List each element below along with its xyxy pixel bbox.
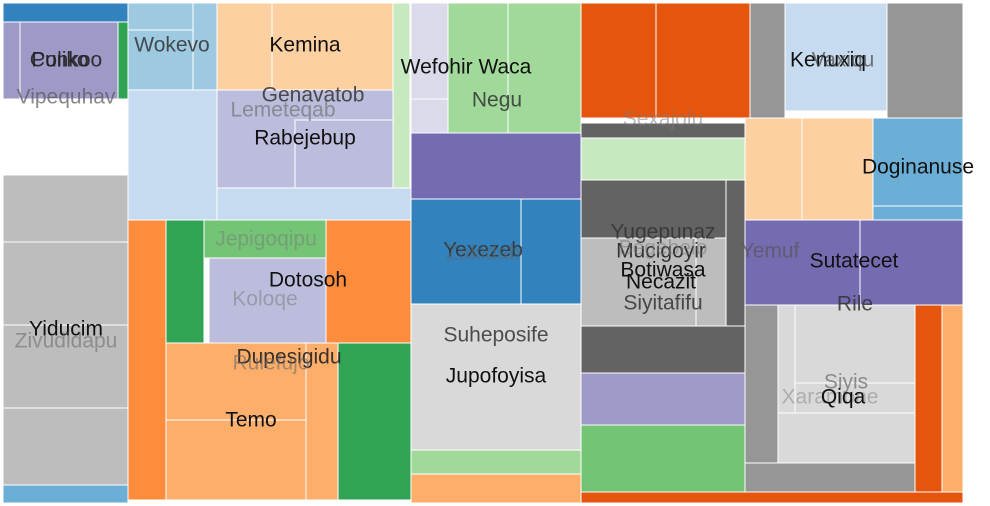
treemap-cell	[580, 179, 727, 239]
treemap-cell	[695, 237, 727, 327]
treemap-cell	[914, 304, 943, 493]
label-kenuxiq: Kenuxiq	[790, 49, 866, 72]
label-genavatob: Genavatob	[262, 84, 365, 107]
treemap-cell	[2, 174, 129, 243]
label-jepigoqipu: Jepigoqipu	[215, 228, 317, 251]
treemap-cell	[520, 198, 582, 305]
label-siyis: Siyis	[824, 371, 868, 394]
label-negu: Negu	[472, 89, 522, 112]
label-vaxiqu: Vaxiqu	[812, 49, 875, 72]
label-yiducim: Yiducim	[29, 318, 103, 341]
treemap-cell	[2, 484, 129, 504]
label-sexajolu: Sexajolu	[623, 108, 704, 131]
label-wokevo: Wokevo	[134, 34, 209, 57]
treemap-cell	[165, 419, 307, 501]
label-dupesigidu: Dupesigidu	[236, 346, 341, 369]
label-dotosoh: Dotosoh	[269, 269, 347, 292]
treemap-cell	[580, 2, 657, 119]
treemap-cell	[410, 303, 582, 451]
label-wefohir-waca: Wefohir Waca	[401, 56, 532, 79]
treemap-cell	[117, 21, 129, 100]
label-jupofoyisa: Jupofoyisa	[446, 365, 547, 388]
treemap-cell	[19, 21, 119, 100]
label-doginanuse: Doginanuse	[862, 156, 974, 179]
label-temo: Temo	[225, 409, 276, 432]
treemap-cell	[410, 198, 522, 305]
treemap-cell	[392, 2, 411, 189]
label-vipequhav: Vipequhav	[17, 86, 116, 109]
treemap-cell	[447, 2, 509, 134]
treemap-cell	[165, 342, 307, 421]
label-zivudidapu: Zivudidapu	[15, 330, 118, 353]
label-xaramone: Xaramone	[782, 386, 879, 409]
treemap-cell	[305, 342, 339, 501]
treemap-cell	[801, 117, 874, 221]
treemap-cell	[337, 342, 412, 501]
label-rulefujo: Rulefujo	[232, 352, 309, 375]
label-cunkoo: Cunkoo	[30, 49, 102, 72]
treemap-cell	[2, 407, 129, 486]
label-sutatecet: Sutatecet	[810, 250, 899, 273]
treemap-cell	[2, 241, 129, 326]
label-necazit: Necazit	[626, 271, 696, 294]
treemap-cell	[410, 2, 449, 100]
label-mucigoyir: Mucigoyir	[616, 240, 706, 263]
treemap-cell	[580, 372, 746, 426]
treemap-cell	[127, 89, 218, 221]
treemap-cell	[859, 219, 964, 306]
treemap-cell	[410, 132, 582, 200]
treemap-cell	[294, 119, 395, 189]
treemap-cell	[655, 2, 751, 119]
treemap-cell	[580, 237, 697, 327]
treemap-cell	[744, 117, 803, 221]
treemap-cell	[784, 2, 888, 112]
treemap-cell	[744, 219, 861, 306]
treemap-cells	[2, 2, 964, 504]
label-poliko: Poliko	[31, 49, 88, 72]
treemap-cell	[410, 98, 449, 134]
treemap-cell	[208, 257, 327, 344]
treemap-cell	[886, 2, 964, 119]
treemap-cell	[2, 2, 129, 23]
label-suheposife: Suheposife	[443, 324, 548, 347]
label-zakidab: Zakidab	[446, 242, 521, 265]
treemap-cell	[749, 2, 786, 119]
label-siyitafifu: Siyitafifu	[623, 292, 702, 315]
treemap-cell	[271, 2, 394, 91]
label-kemina: Kemina	[269, 34, 341, 57]
treemap-cell	[216, 2, 273, 91]
treemap-cell	[580, 325, 746, 374]
treemap-cell	[744, 462, 916, 493]
label-botiwasa: Botiwasa	[620, 259, 706, 282]
treemap-cell	[203, 219, 327, 259]
treemap-cell	[580, 491, 964, 504]
treemap-cell	[410, 473, 582, 504]
label-begebelo: Begebelo	[619, 237, 708, 260]
treemap-cell	[744, 304, 779, 464]
treemap-cell	[127, 219, 167, 501]
label-rile: Rile	[837, 293, 873, 316]
treemap-cell	[165, 219, 205, 344]
label-yexezeb: Yexezeb	[443, 239, 523, 262]
label-rabejebup: Rabejebup	[254, 127, 356, 150]
treemap-cell	[2, 324, 129, 409]
treemap-cell	[127, 2, 194, 31]
label-lemeteqab: Lemeteqab	[230, 99, 335, 122]
treemap-cell	[410, 449, 582, 475]
treemap-labels: Poliko Cunkoo Vipequhav Wokevo Kemina Ge…	[15, 34, 974, 432]
treemap-cell	[580, 424, 746, 493]
treemap-cell	[777, 412, 916, 464]
label-yemuf: Yemuf	[741, 240, 800, 263]
label-koloqe: Koloqe	[232, 288, 297, 311]
treemap-cell	[216, 187, 412, 221]
treemap-cell	[941, 304, 964, 493]
treemap-cell	[580, 137, 746, 181]
treemap-cell	[794, 304, 916, 384]
label-qiqa: Qiqa	[821, 386, 866, 409]
treemap-cell	[872, 205, 964, 221]
label-yugepunaz: Yugepunaz	[610, 221, 715, 244]
